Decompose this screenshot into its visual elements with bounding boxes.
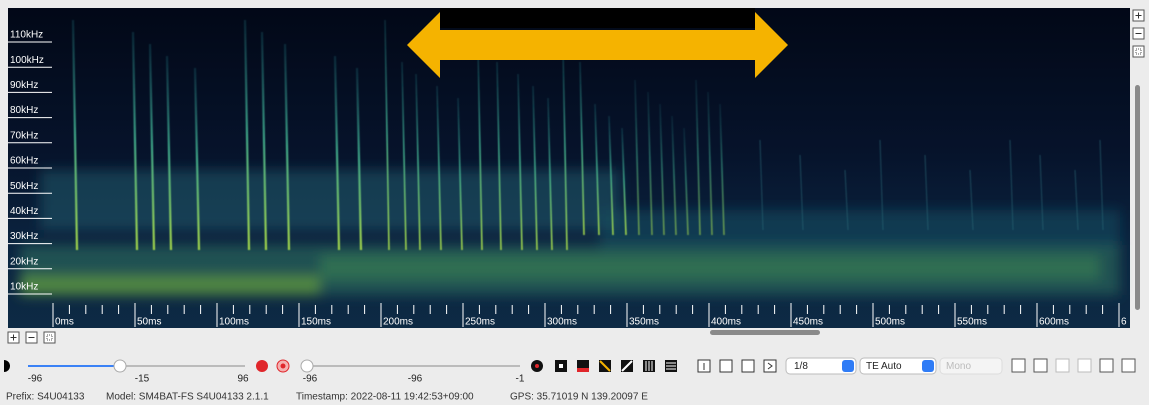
spectrogram-window: 110kHz 100kHz 90kHz 80kHz 70kHz 60kHz 50kHz 40k…: [0, 0, 1149, 405]
status-gps: GPS: 35.71019 N 139.20097 E: [510, 392, 648, 403]
frequency-label: 70kHz: [10, 130, 38, 141]
time-label: 400ms: [711, 317, 741, 328]
slider-label: -15: [135, 374, 150, 385]
slider-knob[interactable]: [301, 360, 313, 372]
frequency-label: 100kHz: [10, 55, 44, 66]
time-label: 450ms: [793, 317, 823, 328]
slider-label: -96: [28, 374, 43, 385]
slider-label: -96: [303, 374, 318, 385]
decimation-value: 1/8: [794, 361, 808, 372]
time-label: 300ms: [547, 317, 577, 328]
time-label: 0ms: [55, 317, 74, 328]
frequency-label: 90kHz: [10, 80, 38, 91]
zoom-buttons[interactable]: [1133, 10, 1144, 57]
frequency-label: 110kHz: [10, 30, 43, 41]
time-label: 150ms: [301, 317, 331, 328]
horizontal-scrollbar[interactable]: [710, 330, 820, 335]
time-label: 50ms: [137, 317, 161, 328]
time-label: 200ms: [383, 317, 413, 328]
slider-label: -1: [516, 374, 525, 385]
status-timestamp: Timestamp: 2022-08-11 19:42:53+09:00: [296, 392, 474, 403]
record-button[interactable]: [256, 360, 268, 372]
slider-label: 96: [237, 374, 249, 385]
vertical-scrollbar[interactable]: [1135, 85, 1140, 310]
select-arrow: [922, 360, 934, 372]
time-zoom-buttons[interactable]: [8, 332, 55, 343]
record-mode-dot: [281, 364, 286, 369]
time-label: 600ms: [1039, 317, 1069, 328]
status-prefix: Prefix: S4U04133: [6, 392, 85, 403]
te-mode-value: TE Auto: [866, 361, 902, 372]
frequency-label: 10kHz: [10, 282, 38, 293]
select-arrow: [842, 360, 854, 372]
status-model: Model: SM4BAT-FS S4U04133 2.1.1: [106, 392, 269, 403]
time-label: 6: [1121, 317, 1127, 328]
channel-value: Mono: [946, 361, 971, 372]
time-label: 100ms: [219, 317, 249, 328]
time-label: 350ms: [629, 317, 659, 328]
frequency-label: 80kHz: [10, 105, 38, 116]
selection-bar: [440, 8, 755, 28]
frequency-label: 50kHz: [10, 181, 38, 192]
slider-label: -96: [408, 374, 423, 385]
frequency-label: 20kHz: [10, 256, 38, 267]
frequency-label: 30kHz: [10, 231, 38, 242]
slider-knob[interactable]: [114, 360, 126, 372]
time-label: 250ms: [465, 317, 495, 328]
frequency-label: 60kHz: [10, 156, 38, 167]
time-label: 500ms: [875, 317, 905, 328]
time-label: 550ms: [957, 317, 987, 328]
frequency-label: 40kHz: [10, 206, 38, 217]
